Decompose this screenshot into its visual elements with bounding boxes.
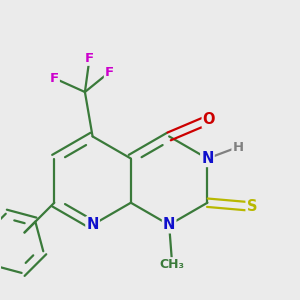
Text: F: F bbox=[85, 52, 94, 65]
Text: O: O bbox=[203, 112, 215, 127]
Text: S: S bbox=[247, 199, 257, 214]
Text: CH₃: CH₃ bbox=[160, 258, 185, 271]
Text: N: N bbox=[201, 151, 214, 166]
Text: N: N bbox=[163, 217, 175, 232]
Text: H: H bbox=[232, 140, 244, 154]
Text: F: F bbox=[50, 72, 59, 85]
Text: F: F bbox=[105, 66, 114, 79]
Text: N: N bbox=[86, 217, 99, 232]
